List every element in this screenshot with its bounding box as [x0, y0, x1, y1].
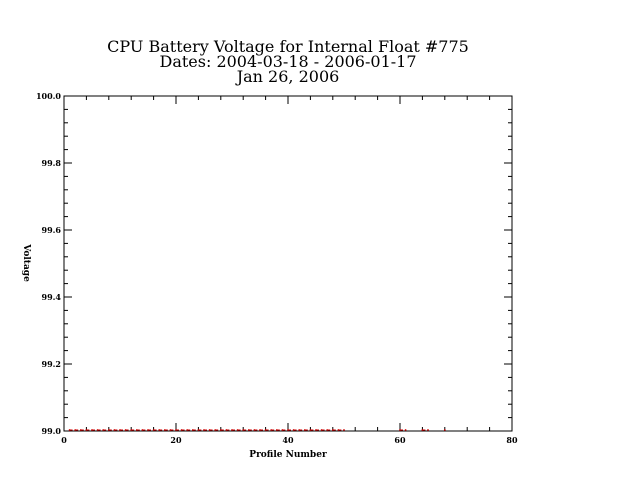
data-point [259, 429, 261, 431]
y-tick-label: 99.2 [42, 359, 61, 369]
data-point [214, 429, 217, 431]
data-point [320, 429, 323, 431]
data-point [315, 429, 317, 431]
x-axis-ticks [63, 96, 513, 431]
x-tick-label: 20 [170, 435, 182, 445]
data-point [287, 429, 289, 431]
data-point [163, 429, 166, 431]
data-point [152, 429, 155, 431]
data-point [421, 429, 424, 431]
data-point [225, 429, 228, 431]
data-point [68, 429, 71, 431]
data-point [102, 429, 105, 431]
data-point [236, 429, 239, 431]
y-axis-label: Voltage [21, 243, 31, 282]
title-line-3: Jan 26, 2006 [235, 67, 340, 86]
y-tick-label: 99.6 [42, 225, 62, 235]
y-axis-tick-labels: 99.0 99.2 99.4 99.6 99.8 100.0 [36, 91, 61, 436]
data-point [427, 429, 429, 431]
data-point [264, 429, 267, 431]
y-tick-label: 99.4 [42, 292, 62, 302]
data-point [298, 429, 301, 431]
data-point [399, 429, 401, 431]
data-point [107, 429, 110, 431]
data-point [175, 429, 177, 431]
data-point [231, 429, 233, 431]
data-point [130, 429, 133, 431]
data-point [169, 429, 172, 431]
data-point [219, 429, 222, 431]
data-point [147, 429, 149, 431]
title-line-1: CPU Battery Voltage for Internal Float #… [107, 37, 469, 56]
data-point [186, 429, 189, 431]
data-point [141, 429, 144, 431]
data-point [275, 429, 278, 431]
y-tick-label: 100.0 [36, 91, 61, 101]
data-point [331, 429, 334, 431]
data-point [91, 429, 93, 431]
y-axis-ticks [64, 95, 512, 432]
data-point [253, 429, 256, 431]
x-tick-label: 40 [282, 435, 294, 445]
chart-title: CPU Battery Voltage for Internal Float #… [107, 37, 469, 86]
data-point [203, 429, 205, 431]
x-axis-tick-labels: 0 20 40 60 80 [61, 435, 518, 445]
data-point [309, 429, 312, 431]
x-tick-label: 0 [61, 435, 67, 445]
series-voltage [68, 429, 446, 431]
data-point [96, 429, 99, 431]
data-point [191, 429, 194, 431]
data-point [343, 429, 345, 431]
data-point [124, 429, 127, 431]
data-point [303, 429, 306, 431]
data-point [180, 429, 183, 431]
title-line-2: Dates: 2004-03-18 - 2006-01-17 [159, 52, 416, 71]
x-tick-label: 80 [506, 435, 518, 445]
data-point [135, 429, 138, 431]
data-point [113, 429, 116, 431]
data-point [326, 429, 329, 431]
data-point [270, 429, 273, 431]
x-axis-label: Profile Number [249, 450, 327, 460]
data-point [119, 429, 121, 431]
data-point [158, 429, 161, 431]
data-point [74, 429, 77, 431]
data-point [85, 429, 88, 431]
data-point [247, 429, 250, 431]
data-point [208, 429, 211, 431]
data-point [443, 429, 446, 431]
y-tick-label: 99.8 [42, 158, 62, 168]
data-point [281, 429, 284, 431]
data-point [242, 429, 245, 431]
series-group [68, 429, 446, 431]
data-point [197, 429, 200, 431]
data-point [292, 429, 295, 431]
y-tick-label: 99.0 [42, 426, 62, 436]
plot-area-frame [63, 95, 513, 432]
data-point [337, 429, 340, 431]
x-tick-label: 60 [394, 435, 406, 445]
data-point [79, 429, 82, 431]
data-point [404, 429, 407, 431]
